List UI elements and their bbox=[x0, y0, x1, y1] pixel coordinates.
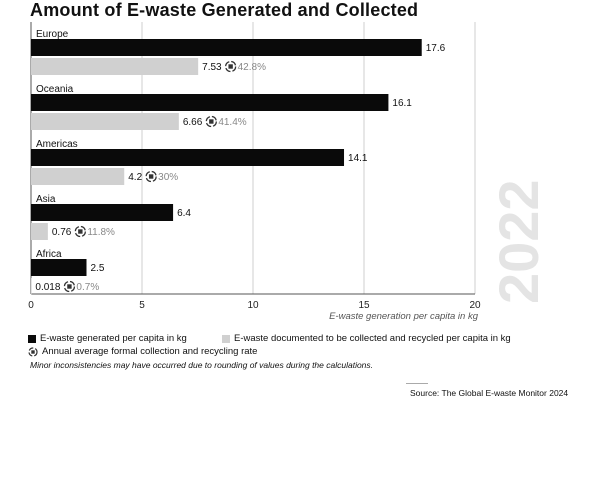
generated-bar bbox=[31, 39, 422, 56]
recycle-icon bbox=[63, 280, 76, 293]
collected-value-label: 0.018 bbox=[35, 282, 60, 293]
footnote: Minor inconsistencies may have occurred … bbox=[30, 360, 374, 370]
source-divider bbox=[406, 383, 428, 384]
generated-value-label: 6.4 bbox=[177, 208, 191, 219]
collected-bar bbox=[31, 58, 199, 75]
generated-value-label: 14.1 bbox=[348, 153, 368, 164]
generated-value-label: 17.6 bbox=[426, 43, 446, 54]
category-label: Oceania bbox=[36, 84, 74, 95]
recycle-icon-core bbox=[228, 64, 233, 69]
chart-title: Amount of E-waste Generated and Collecte… bbox=[30, 0, 419, 20]
generated-swatch bbox=[28, 334, 36, 343]
rate-label: 11.8% bbox=[87, 227, 115, 238]
legend-rate-label: Annual average formal collection and rec… bbox=[42, 346, 258, 357]
collected-value-label: 6.66 bbox=[183, 117, 203, 128]
category-label: Asia bbox=[36, 194, 56, 205]
category-label: Europe bbox=[36, 29, 69, 40]
collected-value-label: 0.76 bbox=[52, 227, 72, 238]
generated-bar bbox=[31, 94, 389, 111]
rate-label: 30% bbox=[158, 172, 178, 183]
generated-value-label: 16.1 bbox=[392, 98, 412, 109]
legend-collected: E-waste documented to be collected and r… bbox=[222, 333, 511, 344]
generated-value-label: 2.5 bbox=[91, 263, 105, 274]
collected-bar bbox=[31, 278, 32, 295]
x-tick-label: 20 bbox=[469, 300, 481, 311]
recycle-icon bbox=[28, 346, 38, 357]
category-label: Americas bbox=[36, 139, 78, 150]
x-tick-label: 5 bbox=[139, 300, 145, 311]
bar-chart: 0 5 10 15 20E-waste generation per capita in… bbox=[28, 22, 481, 322]
rate-label: 42.8% bbox=[238, 62, 266, 73]
collected-bar bbox=[31, 113, 179, 130]
x-tick-label: 15 bbox=[358, 300, 370, 311]
recycle-icon bbox=[74, 225, 86, 238]
recycle-icon-core bbox=[148, 174, 154, 179]
x-axis-label: E-waste generation per capita in kg bbox=[329, 311, 479, 322]
legend-generated-label: E-waste generated per capita in kg bbox=[40, 333, 187, 344]
category-label: Africa bbox=[36, 249, 62, 260]
collected-value-label: 7.53 bbox=[202, 62, 222, 73]
collected-bar bbox=[31, 223, 48, 240]
collected-swatch bbox=[222, 334, 230, 343]
recycle-icon bbox=[145, 170, 157, 183]
collected-value-label: 4.2 bbox=[128, 172, 142, 183]
x-tick-label: 0 bbox=[28, 300, 34, 311]
recycle-icon-core bbox=[209, 119, 214, 124]
collected-bar bbox=[31, 168, 125, 185]
generated-bar bbox=[31, 204, 174, 221]
recycle-icon-core bbox=[78, 229, 83, 234]
rate-label: 41.4% bbox=[218, 117, 246, 128]
source-text: Source: The Global E-waste Monitor 2024 bbox=[410, 388, 569, 398]
generated-bar bbox=[31, 259, 87, 276]
legend-collected-label: E-waste documented to be collected and r… bbox=[234, 333, 511, 344]
generated-bar bbox=[31, 149, 345, 166]
x-tick-label: 10 bbox=[247, 300, 259, 311]
rate-label: 0.7% bbox=[76, 282, 99, 293]
legend-rate: Annual average formal collection and rec… bbox=[28, 346, 257, 357]
recycle-icon-core bbox=[67, 284, 72, 289]
recycle-icon bbox=[205, 115, 217, 128]
recycle-icon bbox=[224, 60, 237, 73]
legend-generated: E-waste generated per capita in kg bbox=[28, 333, 187, 344]
